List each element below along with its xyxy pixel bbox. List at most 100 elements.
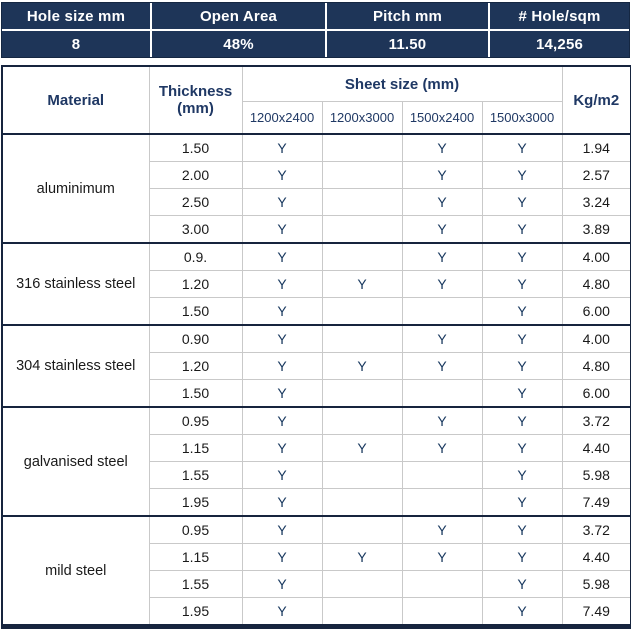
sheet-availability-cell [321, 570, 403, 598]
kg-cell: 4.80 [561, 270, 631, 298]
sheet-availability-cell: Y [481, 297, 563, 326]
sheet-availability-cell [321, 379, 403, 408]
sheet-availability-cell [321, 188, 403, 216]
sheet-availability-cell: Y [241, 488, 323, 517]
kg-cell: 6.00 [561, 297, 631, 326]
table-row: 2.00 Y Y Y 2.57 [2, 161, 631, 189]
sheet-availability-cell: Y [481, 406, 563, 435]
thickness-cell: 1.20 [148, 270, 243, 298]
sheet-availability-cell [321, 297, 403, 326]
kg-column-header: Kg/m2 [561, 65, 631, 135]
sheet-availability-cell: Y [401, 215, 483, 244]
sheet-availability-cell: Y [401, 434, 483, 462]
sheet-availability-cell: Y [481, 488, 563, 517]
kg-cell: 4.00 [561, 324, 631, 353]
table-row: 1.55 Y Y 5.98 [2, 461, 631, 489]
summary-label-pitch: Pitch mm [327, 3, 488, 29]
sheet-availability-cell: Y [401, 352, 483, 380]
sheet-availability-cell: Y [401, 324, 483, 353]
thickness-cell: 1.55 [148, 570, 243, 598]
sheet-availability-cell: Y [241, 242, 323, 271]
sheet-availability-cell: Y [241, 352, 323, 380]
thickness-cell: 1.95 [148, 488, 243, 517]
sheet-availability-cell: Y [241, 434, 323, 462]
kg-cell: 1.94 [561, 133, 631, 162]
summary-label-holes-per-sqm: # Hole/sqm [490, 3, 629, 29]
thickness-cell: 1.15 [148, 434, 243, 462]
table-row: 3.00 Y Y Y 3.89 [2, 215, 631, 244]
kg-cell: 2.57 [561, 161, 631, 189]
thickness-cell: 1.55 [148, 461, 243, 489]
sheet-availability-cell: Y [481, 352, 563, 380]
table-row: 304 stainless steel 0.90 Y Y Y 4.00 [1, 324, 631, 408]
spec-table-wrap: Material Thickness (mm) Sheet size (mm) … [1, 65, 631, 629]
material-cell: galvanised steel [1, 406, 150, 517]
sheet-availability-cell: Y [241, 161, 323, 189]
summary-label-open-area: Open Area [152, 3, 325, 29]
sheet-availability-cell: Y [241, 133, 323, 162]
sheet-size-header-1200x3000: 1200x3000 [321, 101, 403, 135]
sheet-availability-cell: Y [481, 242, 563, 271]
kg-cell: 3.72 [561, 515, 631, 544]
material-cell: 304 stainless steel [1, 324, 150, 408]
sheet-availability-cell [321, 488, 403, 517]
sheet-availability-cell: Y [241, 215, 323, 244]
sheet-availability-cell: Y [401, 543, 483, 571]
summary-label-hole-size: Hole size mm [2, 3, 150, 29]
kg-cell: 3.72 [561, 406, 631, 435]
sheet-availability-cell: Y [241, 515, 323, 544]
thickness-cell: 1.50 [148, 297, 243, 326]
sheet-availability-cell [321, 515, 403, 544]
sheet-availability-cell: Y [481, 515, 563, 544]
sheet-availability-cell [321, 133, 403, 162]
kg-cell: 4.80 [561, 352, 631, 380]
table-row: 2.50 Y Y Y 3.24 [2, 188, 631, 216]
thickness-column-header: Thickness (mm) [148, 65, 243, 135]
spec-table: Material Thickness (mm) Sheet size (mm) … [1, 65, 631, 629]
sheet-availability-cell: Y [321, 352, 403, 380]
thickness-cell: 1.50 [148, 133, 243, 162]
thickness-cell: 1.95 [148, 597, 243, 627]
sheet-availability-cell: Y [321, 543, 403, 571]
material-cell: aluminimum [1, 133, 150, 244]
sheet-availability-cell [321, 597, 403, 627]
sheet-availability-cell: Y [481, 270, 563, 298]
sheet-availability-cell [321, 324, 403, 353]
thickness-header-line2: (mm) [177, 100, 214, 117]
thickness-cell: 3.00 [148, 215, 243, 244]
summary-value-pitch: 11.50 [327, 31, 488, 57]
sheet-availability-cell: Y [401, 270, 483, 298]
kg-cell: 7.49 [561, 488, 631, 517]
table-row: 1.20 Y Y Y Y 4.80 [2, 270, 631, 298]
sheet-availability-cell: Y [241, 270, 323, 298]
sheet-availability-cell: Y [241, 597, 323, 627]
table-row: 1.95 Y Y 7.49 [2, 597, 631, 627]
sheet-availability-cell: Y [481, 379, 563, 408]
summary-value-holes-per-sqm: 14,256 [490, 31, 629, 57]
sheet-availability-cell: Y [241, 324, 323, 353]
kg-cell: 5.98 [561, 570, 631, 598]
sheet-size-group-header: Sheet size (mm) [241, 65, 563, 102]
sheet-availability-cell: Y [241, 188, 323, 216]
sheet-availability-cell: Y [241, 461, 323, 489]
sheet-availability-cell [321, 215, 403, 244]
sheet-availability-cell: Y [241, 570, 323, 598]
thickness-cell: 1.15 [148, 543, 243, 571]
sheet-availability-cell: Y [481, 188, 563, 216]
kg-cell: 3.89 [561, 215, 631, 244]
sheet-availability-cell: Y [241, 543, 323, 571]
thickness-cell: 2.00 [148, 161, 243, 189]
sheet-availability-cell: Y [481, 215, 563, 244]
kg-cell: 5.98 [561, 461, 631, 489]
thickness-header-line1: Thickness [158, 83, 233, 100]
kg-cell: 4.00 [561, 242, 631, 271]
sheet-availability-cell [401, 379, 483, 408]
kg-cell: 6.00 [561, 379, 631, 408]
sheet-availability-cell: Y [401, 133, 483, 162]
sheet-availability-cell [401, 488, 483, 517]
thickness-cell: 0.9. [148, 242, 243, 271]
sheet-availability-cell: Y [321, 434, 403, 462]
table-row: 1.95 Y Y 7.49 [2, 488, 631, 517]
table-row: galvanised steel 0.95 Y Y Y 3.72 [1, 406, 631, 517]
